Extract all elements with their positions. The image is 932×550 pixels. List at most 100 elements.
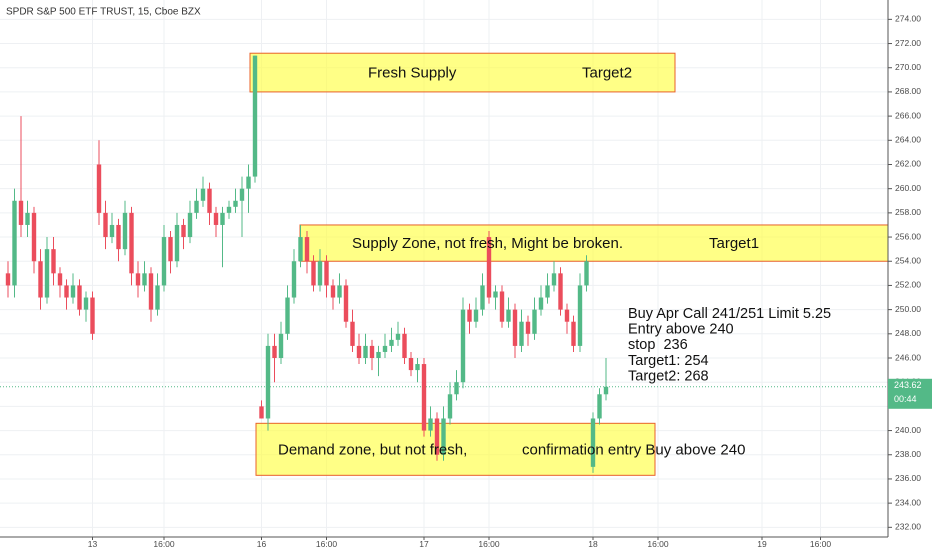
candle-body <box>200 188 206 201</box>
annotations: Fresh Supply Target2 Supply Zone, not fres… <box>278 65 831 459</box>
candle-body <box>525 321 531 334</box>
x-tick-label: 17 <box>419 539 429 549</box>
candle-body <box>486 237 492 298</box>
zone-label: Fresh Supply <box>368 65 457 82</box>
zone-label: Target1 <box>709 235 759 252</box>
chart-title: SPDR S&P 500 ETF TRUST, 15, Cboe BZX <box>6 7 201 18</box>
candle-body <box>551 273 557 286</box>
candle-body <box>603 386 609 395</box>
candle-body <box>246 176 251 189</box>
x-tick-label: 16 <box>257 539 267 549</box>
candle-body <box>564 309 570 322</box>
candle-body <box>415 364 420 371</box>
candle-body <box>265 345 271 419</box>
candle-body <box>135 273 141 286</box>
last-price-box <box>888 378 932 409</box>
candle-body <box>545 285 550 298</box>
zone-label: Demand zone, but not fresh, <box>278 441 467 458</box>
candle-body <box>213 212 219 225</box>
y-tick-label: 274.00 <box>895 14 921 24</box>
candle-body <box>454 382 459 395</box>
candle-body <box>122 212 128 250</box>
x-tick-label: 16:00 <box>153 539 175 549</box>
candle-body <box>337 285 342 298</box>
candle-body <box>25 212 30 225</box>
candle-body <box>148 273 154 310</box>
candle-body <box>395 333 401 340</box>
candle-body <box>44 249 50 298</box>
note-line: Target2: 268 <box>628 369 709 385</box>
y-tick-label: 254.00 <box>895 255 921 265</box>
candle-body <box>259 406 264 419</box>
candle-body <box>278 333 284 358</box>
x-tick-label: 18 <box>588 539 598 549</box>
candle-body <box>324 261 329 286</box>
y-tick-label: 268.00 <box>895 86 921 96</box>
time-axis <box>0 537 932 550</box>
candle-body <box>304 237 310 262</box>
candle-body <box>558 273 563 310</box>
zone-box <box>255 422 656 476</box>
x-tick-label: 16:00 <box>647 539 669 549</box>
x-tick-label: 16:00 <box>810 539 832 549</box>
y-tick-label: 250.00 <box>895 304 921 314</box>
candle-body <box>369 345 375 358</box>
zone-label: confirmation entry Buy above 240 <box>522 441 745 458</box>
y-tick-label: 240.00 <box>895 425 921 435</box>
price-axis <box>888 0 932 550</box>
y-tick-label: 238.00 <box>895 449 921 459</box>
candle-body <box>285 297 290 334</box>
candle-body <box>590 418 596 467</box>
candle-body <box>467 309 472 322</box>
candle-body <box>571 321 576 346</box>
candle-body <box>506 309 511 322</box>
y-tick-label: 232.00 <box>895 522 921 532</box>
candle-body <box>298 237 303 262</box>
candle-body <box>226 206 232 213</box>
candle-body <box>220 212 225 225</box>
candle-body <box>233 200 238 207</box>
candle-body <box>57 273 63 286</box>
candle-body <box>408 358 414 371</box>
candle-body <box>109 224 115 238</box>
candle-body <box>389 339 394 346</box>
candle-body <box>460 309 466 383</box>
candle-body <box>168 237 173 262</box>
candle-body <box>51 249 56 274</box>
note-line: Buy Apr Call 241/251 Limit 5.25 <box>628 306 831 322</box>
candle-body <box>311 261 316 286</box>
candle-body <box>356 345 362 358</box>
y-tick-label: 234.00 <box>895 497 921 507</box>
candle-body <box>129 212 134 274</box>
zones <box>249 52 932 476</box>
y-tick-label: 266.00 <box>895 110 921 120</box>
candle-body <box>421 364 427 431</box>
candle-body <box>480 285 485 310</box>
candle-body <box>519 321 524 346</box>
candle-body <box>382 345 388 352</box>
candle-body <box>174 224 180 262</box>
y-tick-label: 252.00 <box>895 280 921 290</box>
y-tick-label: 262.00 <box>895 159 921 169</box>
candles <box>5 55 609 473</box>
candle-body <box>90 297 95 334</box>
candle-body <box>239 188 245 201</box>
candle-body <box>187 212 193 238</box>
candle-body <box>376 351 381 358</box>
candle-body <box>291 261 297 298</box>
candle-body <box>402 333 407 358</box>
candle-body <box>343 285 349 322</box>
candle-body <box>18 200 24 225</box>
candle-body <box>538 297 544 310</box>
candle-body <box>330 285 336 298</box>
candle-body <box>31 212 37 262</box>
candle-body <box>70 285 76 298</box>
last-price-label: 243.62 <box>894 380 922 390</box>
candle-body <box>64 285 69 298</box>
candle-body <box>577 285 583 346</box>
candle-body <box>207 188 212 213</box>
x-tick-label: 16:00 <box>316 539 338 549</box>
y-tick-label: 236.00 <box>895 473 921 483</box>
candle-body <box>116 224 121 250</box>
